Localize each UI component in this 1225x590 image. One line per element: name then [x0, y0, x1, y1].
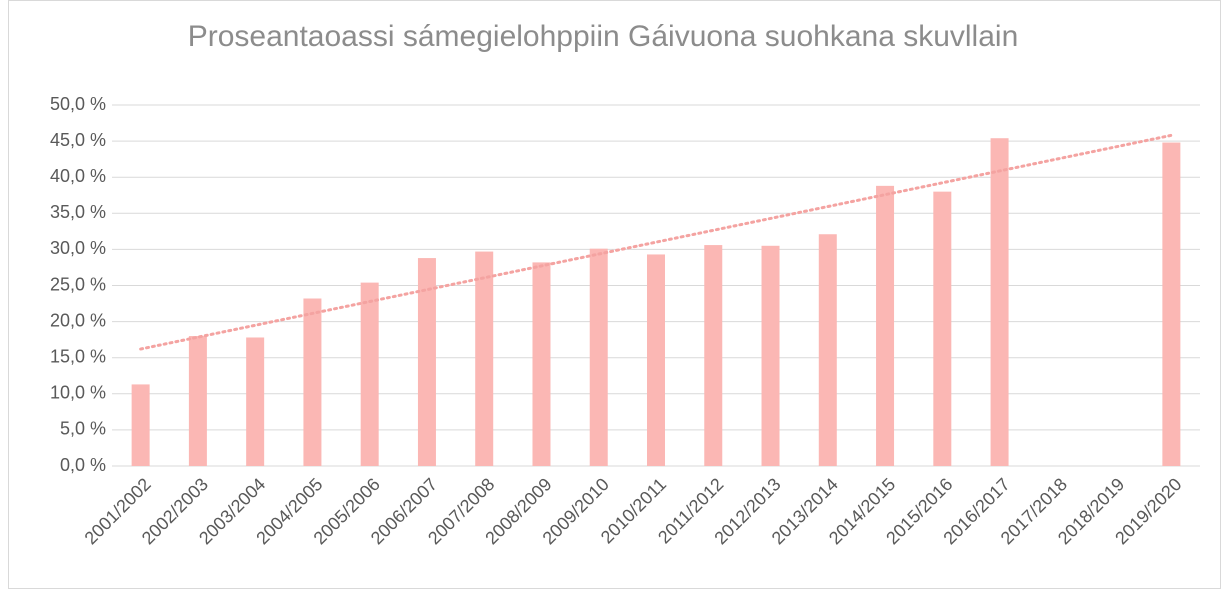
bar — [246, 337, 265, 466]
trend-line — [139, 133, 1173, 351]
bar — [188, 336, 207, 466]
bar — [933, 191, 952, 466]
bar — [704, 245, 723, 466]
bar — [475, 251, 494, 466]
y-tick-label: 40,0 % — [50, 166, 106, 186]
bar — [532, 262, 551, 466]
bar — [589, 248, 608, 466]
bar — [876, 185, 895, 466]
bar — [761, 245, 780, 466]
y-tick-label: 35,0 % — [50, 202, 106, 222]
bar — [131, 384, 150, 466]
y-tick-label: 45,0 % — [50, 130, 106, 150]
y-tick-label: 0,0 % — [60, 455, 106, 475]
chart-frame — [8, 0, 1221, 589]
bar — [818, 234, 837, 466]
y-tick-label: 15,0 % — [50, 346, 106, 366]
bar — [417, 258, 436, 466]
y-tick-label: 20,0 % — [50, 310, 106, 330]
y-tick-label: 10,0 % — [50, 383, 106, 403]
bar — [647, 254, 665, 466]
y-tick-label: 30,0 % — [50, 238, 106, 258]
y-tick-label: 25,0 % — [50, 274, 106, 294]
y-tick-label: 50,0 % — [50, 94, 106, 114]
bar — [1162, 142, 1181, 466]
chart-title: Proseantaoassi sámegielohppiin Gáivuona … — [188, 20, 1019, 53]
bar — [303, 298, 322, 466]
y-tick-label: 5,0 % — [60, 419, 106, 439]
bar — [990, 138, 1009, 466]
bar — [360, 282, 379, 466]
